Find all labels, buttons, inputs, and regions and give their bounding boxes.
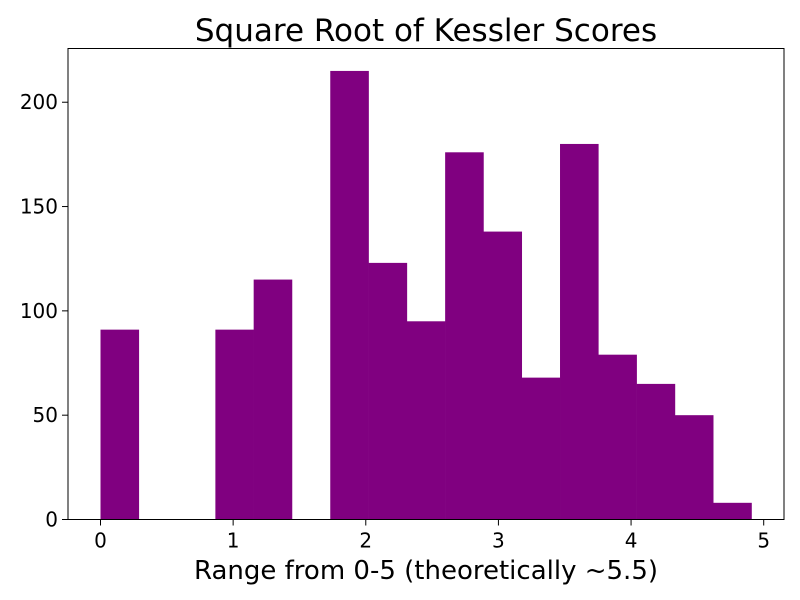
y-axis-ticks: 0 50 100 150 200 — [20, 90, 68, 532]
y-tick-label: 150 — [20, 195, 58, 219]
x-tick-label: 3 — [492, 529, 505, 553]
x-tick-label: 2 — [359, 529, 372, 553]
x-tick-label: 1 — [227, 529, 240, 553]
x-axis-label: Range from 0-5 (theoretically ~5.5) — [194, 556, 658, 586]
plot-frame — [67, 48, 785, 520]
histogram-bar-12 — [560, 143, 599, 520]
histogram-bar-6 — [330, 70, 369, 520]
histogram-bar-16 — [713, 502, 752, 520]
histogram-bars — [100, 70, 752, 520]
histogram-bar-14 — [636, 383, 676, 520]
x-tick-label: 5 — [757, 529, 770, 553]
histogram-bar-0 — [100, 329, 140, 520]
x-tick-label: 4 — [625, 529, 638, 553]
y-tick-label: 50 — [33, 403, 58, 427]
histogram-bar-10 — [483, 231, 523, 520]
x-tick-label: 0 — [94, 529, 107, 553]
y-tick-label: 200 — [20, 90, 58, 114]
chart-title: Square Root of Kessler Scores — [195, 13, 657, 49]
histogram-bar-8 — [406, 321, 446, 520]
y-tick-label: 0 — [45, 508, 58, 532]
x-axis-ticks: 0 1 2 3 4 5 — [94, 519, 770, 553]
y-tick-label: 100 — [20, 299, 58, 323]
histogram-bar-13 — [598, 354, 637, 520]
histogram-bar-9 — [445, 152, 484, 520]
histogram-bar-15 — [674, 415, 714, 520]
histogram-bar-4 — [253, 279, 293, 520]
histogram-bar-3 — [215, 329, 254, 520]
histogram-bar-11 — [521, 377, 561, 520]
histogram-bar-7 — [368, 262, 408, 520]
